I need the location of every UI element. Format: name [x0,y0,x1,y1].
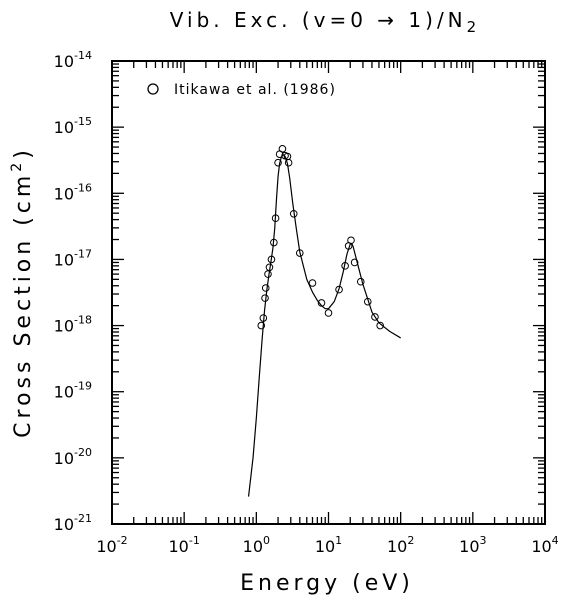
axis-ticks [111,60,546,525]
tick-labels: 10-2 10-1 100 101 102 103 104 10-14 10-15 10-16 10… [54,49,559,556]
x-tick-label: 10-1 [169,534,200,556]
data-point [347,236,355,245]
y-axis-label-sup: 2 [9,159,25,172]
data-point [261,294,269,302]
data-point [317,299,326,307]
data-point [274,158,282,167]
y-axis-label: Cross Section (cm2) [9,146,36,438]
data-point [261,284,270,292]
x-tick-label: 101 [315,534,342,556]
fit-curve-layer [247,154,401,497]
y-tick-label: 10-17 [54,247,92,269]
data-point [284,158,293,167]
y-tick-label: 10-18 [54,314,92,336]
chart-title: Vib. Exc. (v=0 → 1)/N2 [170,8,480,36]
data-point [350,258,359,267]
data-point [257,321,266,330]
y-axis-label-main: Cross Section (cm [11,172,36,438]
data-point [270,238,278,247]
x-axis-label: Energy (eV) [240,571,414,596]
x-tick-label: 100 [243,534,270,556]
x-tick-label: 104 [531,534,558,556]
data-point [324,309,333,317]
data-point [259,314,268,322]
y-tick-label: 10-16 [54,181,92,203]
data-point [308,279,317,287]
data-points-layer [257,145,384,330]
y-tick-label: 10-19 [54,380,92,402]
data-point [265,263,274,272]
data-point [371,313,379,321]
data-point [295,249,304,257]
data-point [278,145,287,153]
fit-curve-line [247,154,401,497]
data-point [289,209,298,218]
legend: Itikawa et al. (1986) [147,82,336,98]
x-tick-label: 103 [459,534,486,556]
y-tick-label: 10-15 [54,115,92,137]
legend-label: Itikawa et al. (1986) [174,82,336,98]
chart-title-subscript: 2 [467,18,481,36]
data-point [267,255,276,264]
data-point [271,214,280,223]
y-tick-label: 10-14 [54,49,92,71]
data-point [376,321,384,330]
data-point [335,285,343,294]
x-tick-label: 10-2 [96,534,127,556]
y-axis-label-end: ) [11,146,36,159]
legend-marker [147,83,159,95]
data-point [356,277,365,286]
y-tick-label: 10-21 [54,512,92,534]
data-point [341,262,349,270]
x-tick-label: 102 [387,534,414,556]
plot-frame [111,60,546,525]
data-point [264,270,272,278]
chart-title-main: Vib. Exc. (v=0 → 1)/N [170,8,467,32]
y-tick-label: 10-20 [54,446,92,468]
data-point [363,297,372,306]
